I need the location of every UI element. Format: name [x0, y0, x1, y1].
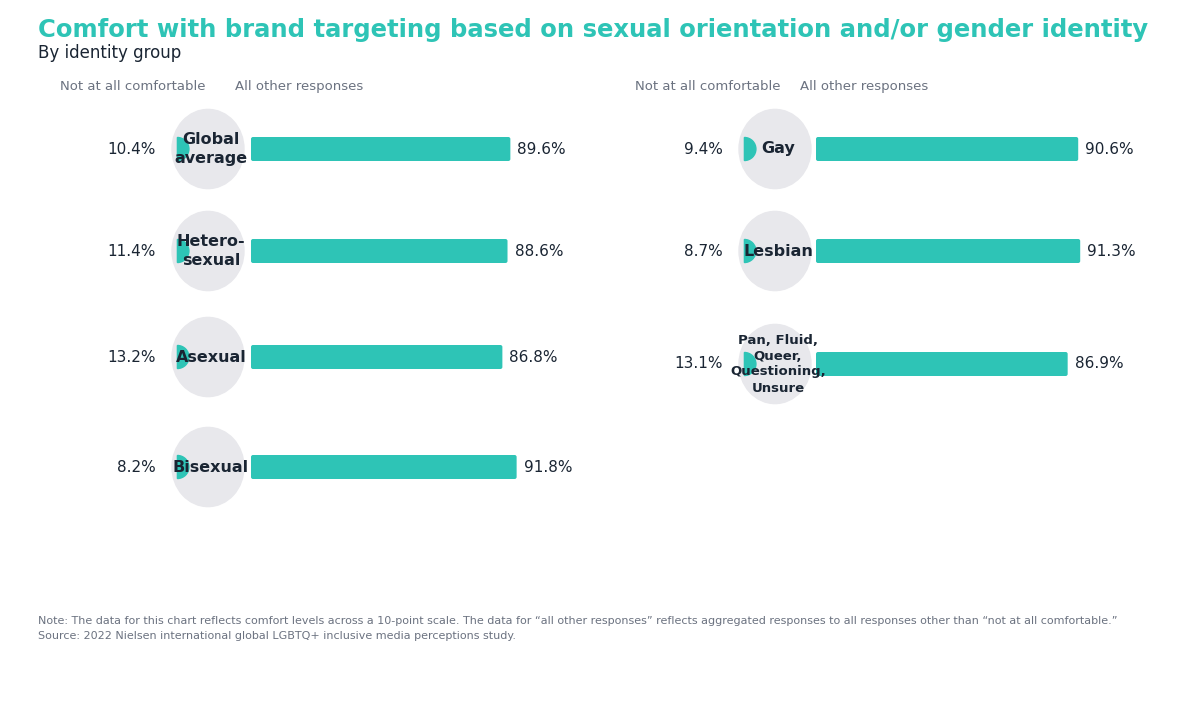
FancyBboxPatch shape	[816, 239, 1080, 263]
Text: By identity group: By identity group	[38, 44, 181, 62]
FancyBboxPatch shape	[816, 137, 1079, 161]
Text: 89.6%: 89.6%	[517, 142, 566, 156]
Text: Comfort with brand targeting based on sexual orientation and/or gender identity: Comfort with brand targeting based on se…	[38, 18, 1148, 42]
FancyBboxPatch shape	[251, 137, 510, 161]
Text: 90.6%: 90.6%	[1085, 142, 1134, 156]
Wedge shape	[744, 239, 756, 263]
Wedge shape	[744, 137, 756, 161]
Text: 11.4%: 11.4%	[108, 244, 156, 258]
Ellipse shape	[172, 211, 244, 291]
Text: 91.3%: 91.3%	[1087, 244, 1136, 258]
Text: 8.7%: 8.7%	[684, 244, 722, 258]
Text: All other responses: All other responses	[800, 80, 929, 93]
Wedge shape	[744, 353, 756, 375]
Ellipse shape	[172, 318, 244, 396]
Ellipse shape	[739, 325, 811, 403]
Text: 8.2%: 8.2%	[118, 460, 156, 474]
Text: Global
average: Global average	[174, 132, 247, 166]
Ellipse shape	[172, 109, 244, 189]
Wedge shape	[178, 137, 188, 161]
Text: 9.4%: 9.4%	[684, 142, 722, 156]
Text: All other responses: All other responses	[235, 80, 364, 93]
Text: Asexual: Asexual	[175, 349, 246, 365]
Text: Lesbian: Lesbian	[743, 244, 812, 258]
FancyBboxPatch shape	[251, 239, 508, 263]
Text: 86.9%: 86.9%	[1075, 356, 1123, 372]
Wedge shape	[178, 239, 188, 263]
Text: Source: 2022 Nielsen international global LGBTQ+ inclusive media perceptions stu: Source: 2022 Nielsen international globa…	[38, 631, 516, 641]
Ellipse shape	[739, 211, 811, 291]
Ellipse shape	[172, 427, 244, 507]
Text: Pan, Fluid,
Queer,
Questioning,
Unsure: Pan, Fluid, Queer, Questioning, Unsure	[730, 334, 826, 394]
Text: Not at all comfortable: Not at all comfortable	[60, 80, 205, 93]
Text: 13.2%: 13.2%	[108, 349, 156, 365]
Text: Not at all comfortable: Not at all comfortable	[635, 80, 780, 93]
Text: 10.4%: 10.4%	[108, 142, 156, 156]
Text: 13.1%: 13.1%	[674, 356, 722, 372]
Text: 86.8%: 86.8%	[509, 349, 558, 365]
Text: Note: The data for this chart reflects comfort levels across a 10-point scale. T: Note: The data for this chart reflects c…	[38, 616, 1117, 626]
Wedge shape	[178, 346, 188, 368]
FancyBboxPatch shape	[251, 455, 517, 479]
Wedge shape	[178, 455, 188, 479]
Text: Hetero-
sexual: Hetero- sexual	[176, 234, 245, 268]
Text: Gay: Gay	[761, 142, 794, 156]
Text: 88.6%: 88.6%	[515, 244, 563, 258]
FancyBboxPatch shape	[251, 345, 503, 369]
FancyBboxPatch shape	[816, 352, 1068, 376]
Text: Bisexual: Bisexual	[173, 460, 250, 474]
Text: 91.8%: 91.8%	[523, 460, 572, 474]
Ellipse shape	[739, 109, 811, 189]
